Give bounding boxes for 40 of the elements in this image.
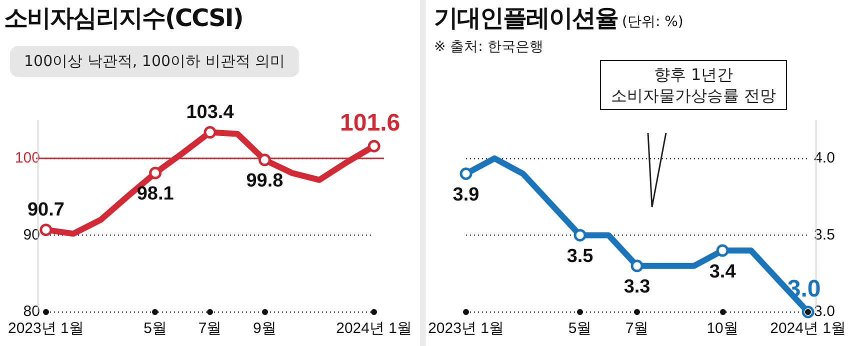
data-label: 103.4 bbox=[186, 102, 234, 124]
y-tick-label: 3.5 bbox=[814, 226, 835, 244]
point bbox=[460, 168, 472, 180]
point bbox=[149, 166, 162, 180]
point bbox=[258, 154, 271, 166]
text: 100이상 낙관적, 100이하 비관적 의미 bbox=[10, 46, 300, 77]
x-tick-label: 10월 bbox=[706, 320, 738, 338]
point bbox=[204, 126, 216, 139]
data-label: 3.5 bbox=[566, 246, 594, 267]
data-label: 98.1 bbox=[136, 184, 174, 205]
chart-title: 기대인플레이션율 bbox=[434, 4, 618, 32]
x-tick-label: 2024년 1월 bbox=[770, 320, 846, 338]
x-tick-label: 2023년 1월 bbox=[428, 320, 504, 338]
x-tick-label: 5월 bbox=[144, 320, 167, 338]
x-tick-label: 7월 bbox=[198, 320, 222, 338]
point bbox=[630, 260, 644, 272]
text: ※ 출처: 한국은행 bbox=[434, 38, 544, 56]
data-label: 101.6 bbox=[340, 110, 400, 137]
data-label: 3.9 bbox=[452, 184, 480, 206]
point bbox=[574, 228, 586, 242]
y-tick-label: 3.0 bbox=[814, 303, 835, 320]
x-tick-label: 5월 bbox=[568, 320, 592, 338]
x-tick-label: 7월 bbox=[625, 320, 649, 338]
data-label: 3.4 bbox=[709, 261, 736, 282]
y-tick-label: 80 bbox=[23, 303, 40, 320]
y-tick-label: 4.0 bbox=[814, 150, 835, 167]
point bbox=[368, 140, 380, 152]
x-tick-label: 2023년 1월 bbox=[8, 320, 84, 338]
chart-title: 소비자심리지수(CCSI) bbox=[4, 3, 243, 34]
x-tick-label: 9월 bbox=[253, 320, 276, 338]
x-tick-label: 2024년 1월 bbox=[336, 320, 412, 338]
text: 향후 1년간 소비자물가상승률 전망 bbox=[600, 60, 788, 110]
y-tick-label: 100 bbox=[14, 150, 40, 167]
data-label: 99.8 bbox=[246, 170, 284, 192]
y-tick-label: 90 bbox=[23, 226, 40, 244]
chart-subtitle: (단위: %) bbox=[622, 14, 684, 30]
data-label: 90.7 bbox=[27, 200, 64, 221]
point bbox=[716, 244, 729, 257]
point bbox=[40, 224, 52, 236]
data-label: 3.3 bbox=[624, 276, 650, 298]
